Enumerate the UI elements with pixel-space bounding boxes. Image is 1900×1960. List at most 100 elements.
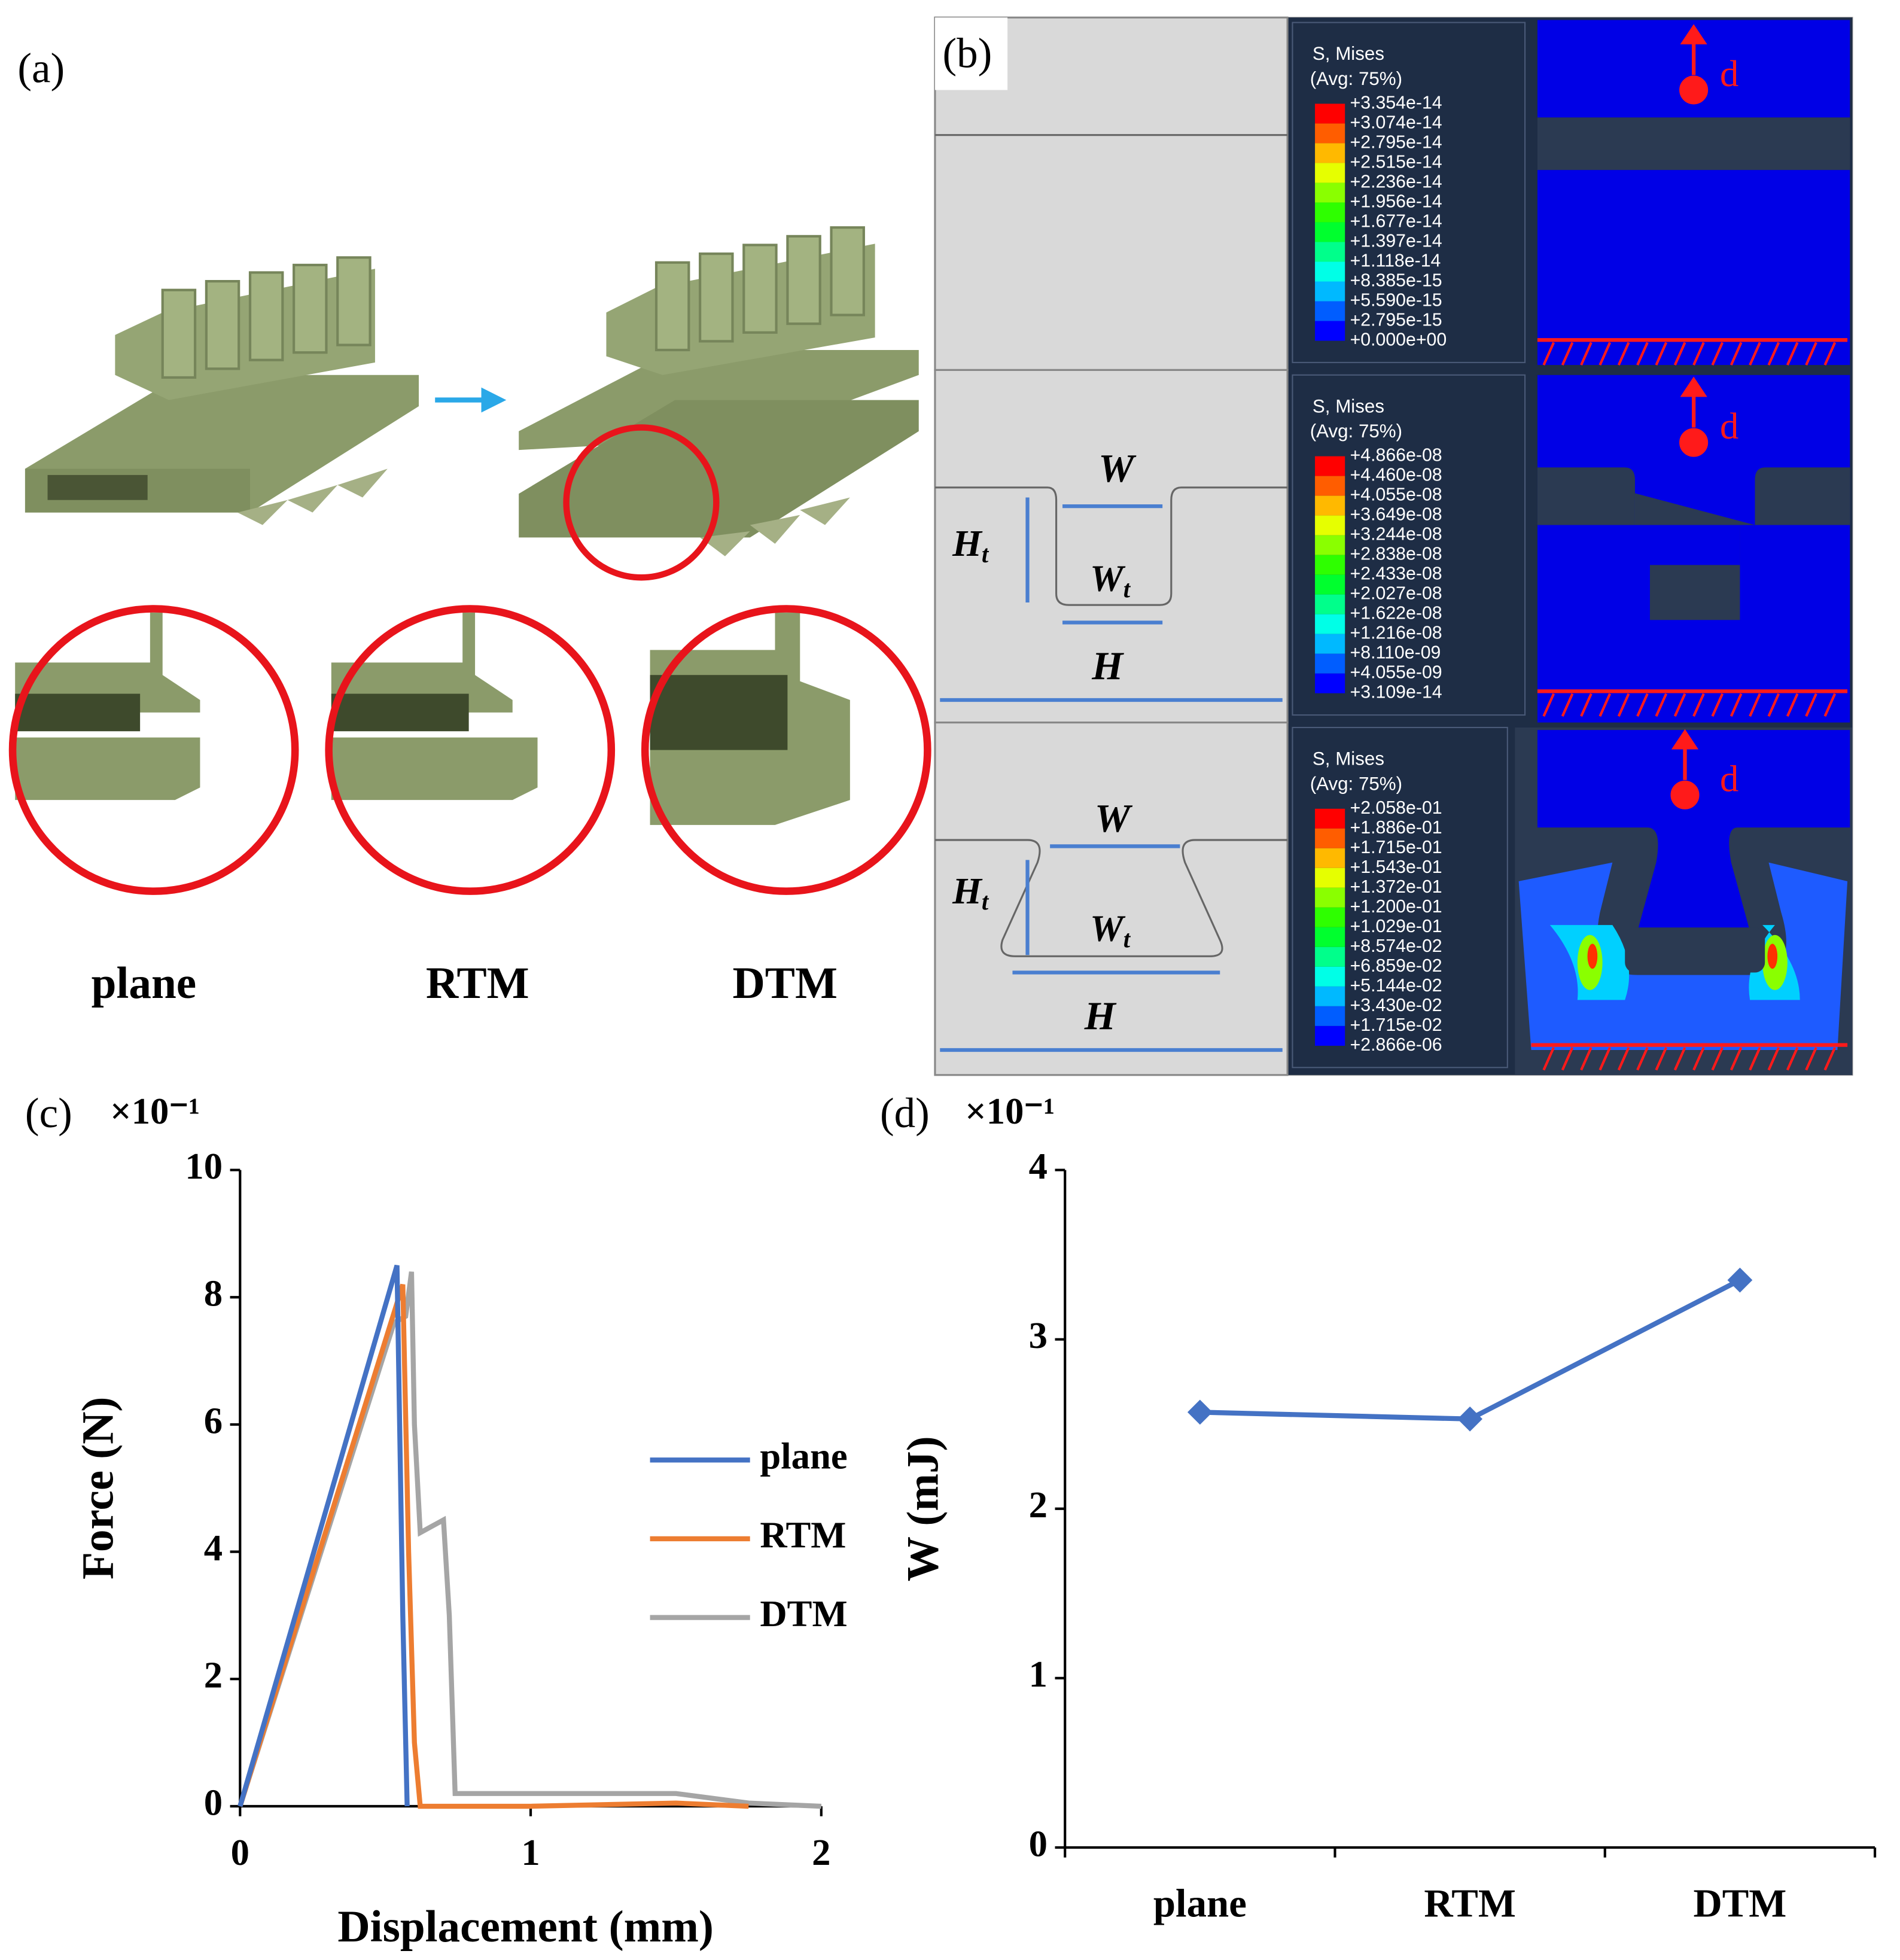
legend-level: +1.956e-14 bbox=[1350, 191, 1442, 211]
color-band bbox=[1315, 321, 1345, 341]
legend-level: +1.715e-01 bbox=[1350, 838, 1442, 857]
color-band bbox=[1315, 868, 1345, 888]
legend-level: +4.055e-08 bbox=[1350, 485, 1442, 505]
color-band bbox=[1315, 966, 1345, 987]
legend-label: DTM bbox=[760, 1593, 847, 1635]
x-tick-label: RTM bbox=[1424, 1882, 1516, 1926]
dynamic-layer: (a) plane RTM DTM (b) S, Mises (Avg: 75%) +3.35… bbox=[17, 30, 1877, 1952]
legend-level: +6.859e-02 bbox=[1350, 956, 1442, 976]
legend-title: S, Mises bbox=[1313, 748, 1384, 769]
legend-level: +1.397e-14 bbox=[1350, 231, 1442, 251]
dim-label-main: W bbox=[1090, 558, 1126, 599]
color-band bbox=[1315, 476, 1345, 496]
x-tick-label: plane bbox=[1153, 1882, 1247, 1926]
y-tick-label: 2 bbox=[204, 1654, 223, 1696]
color-band bbox=[1315, 946, 1345, 967]
x-tick-label: DTM bbox=[1693, 1882, 1786, 1926]
legend-level: +5.590e-15 bbox=[1350, 291, 1442, 311]
y-tick-label: 2 bbox=[1029, 1484, 1048, 1526]
legend-level: +1.543e-01 bbox=[1350, 857, 1442, 877]
legend-level: +3.354e-14 bbox=[1350, 93, 1442, 112]
dim-label: Ht bbox=[952, 522, 989, 568]
legend-label: RTM bbox=[760, 1514, 846, 1556]
color-band bbox=[1315, 653, 1345, 674]
color-band bbox=[1315, 242, 1345, 262]
legend-level: +3.649e-08 bbox=[1350, 505, 1442, 525]
y-tick-label: 0 bbox=[1029, 1822, 1048, 1864]
dim-label: Wt bbox=[1090, 908, 1131, 953]
panel-label: (d) bbox=[880, 1090, 930, 1137]
dim-label-main: W bbox=[1090, 908, 1126, 949]
y-tick-label: 3 bbox=[1029, 1314, 1048, 1356]
data-point bbox=[1187, 1399, 1213, 1425]
fe-panels bbox=[934, 16, 1853, 1076]
dim-label: H bbox=[1091, 644, 1124, 688]
legend-level: +1.029e-01 bbox=[1350, 917, 1442, 936]
x-axis-label: Displacement (mm) bbox=[337, 1902, 714, 1952]
data-line bbox=[238, 1271, 821, 1809]
multiplier: ×10⁻¹ bbox=[965, 1090, 1055, 1132]
color-band bbox=[1315, 828, 1345, 848]
legend-level: +2.515e-14 bbox=[1350, 152, 1442, 172]
legend-level: +2.795e-15 bbox=[1350, 311, 1442, 330]
panel-label: (b) bbox=[942, 30, 992, 77]
legend-avg: (Avg: 75%) bbox=[1310, 773, 1402, 794]
legend-level: +8.110e-09 bbox=[1350, 643, 1441, 663]
legend-level: +0.000e+00 bbox=[1350, 330, 1447, 350]
connector-renders bbox=[8, 226, 931, 895]
color-band bbox=[1315, 202, 1345, 223]
legend-level: +4.460e-08 bbox=[1350, 465, 1442, 485]
legend-label: plane bbox=[760, 1435, 847, 1477]
dim-label-sub: t bbox=[982, 888, 989, 915]
color-band bbox=[1315, 123, 1345, 144]
color-band bbox=[1315, 163, 1345, 183]
color-band bbox=[1315, 887, 1345, 908]
dim-label: Wt bbox=[1090, 558, 1131, 603]
legend-level: +5.144e-02 bbox=[1350, 976, 1442, 996]
legend-level: +2.838e-08 bbox=[1350, 544, 1442, 564]
x-tick-label: 2 bbox=[812, 1831, 830, 1873]
dim-label: W bbox=[1095, 796, 1133, 841]
color-band bbox=[1315, 515, 1345, 535]
y-tick-label: 0 bbox=[204, 1781, 223, 1823]
legend-level: +3.430e-02 bbox=[1350, 996, 1442, 1015]
color-band bbox=[1315, 535, 1345, 555]
caption: DTM bbox=[732, 958, 837, 1008]
legend-level: +3.109e-14 bbox=[1350, 683, 1442, 702]
y-axis-label: Force (N) bbox=[74, 1397, 123, 1580]
legend-level: +8.574e-02 bbox=[1350, 936, 1442, 956]
panel-label: (a) bbox=[17, 45, 65, 92]
legend-level: +2.866e-06 bbox=[1350, 1035, 1442, 1055]
dim-label: W bbox=[1098, 446, 1137, 491]
legend-level: +1.677e-14 bbox=[1350, 211, 1442, 231]
panel-label: (c) bbox=[25, 1090, 72, 1137]
color-band bbox=[1315, 927, 1345, 947]
y-tick-label: 1 bbox=[1029, 1653, 1048, 1695]
color-band bbox=[1315, 281, 1345, 302]
x-tick-label: 1 bbox=[521, 1831, 540, 1873]
legend-title: S, Mises bbox=[1313, 395, 1384, 416]
legend-level: +1.715e-02 bbox=[1350, 1015, 1442, 1035]
color-band bbox=[1315, 301, 1345, 321]
legend-level: +4.866e-08 bbox=[1350, 446, 1442, 465]
legend-avg: (Avg: 75%) bbox=[1310, 68, 1402, 89]
load-label: d bbox=[1720, 757, 1738, 799]
color-band bbox=[1315, 1006, 1345, 1026]
legend-level: +1.372e-01 bbox=[1350, 877, 1442, 897]
legend-level: +1.622e-08 bbox=[1350, 604, 1442, 623]
legend-level: +1.200e-01 bbox=[1350, 897, 1442, 917]
legend-level: +1.886e-01 bbox=[1350, 818, 1442, 838]
y-tick-label: 8 bbox=[204, 1273, 223, 1314]
color-band bbox=[1315, 222, 1345, 242]
color-band bbox=[1315, 907, 1345, 927]
dim-label-sub: t bbox=[1123, 576, 1131, 603]
dim-label: H bbox=[1084, 994, 1117, 1038]
legend-level: +2.027e-08 bbox=[1350, 584, 1442, 604]
dim-label-main: H bbox=[952, 522, 983, 564]
load-label: d bbox=[1720, 405, 1738, 447]
color-band bbox=[1315, 261, 1345, 282]
legend-level: +2.795e-14 bbox=[1350, 132, 1442, 152]
color-band bbox=[1315, 456, 1345, 476]
data-line bbox=[238, 1264, 410, 1807]
data-line bbox=[1199, 1277, 1741, 1422]
